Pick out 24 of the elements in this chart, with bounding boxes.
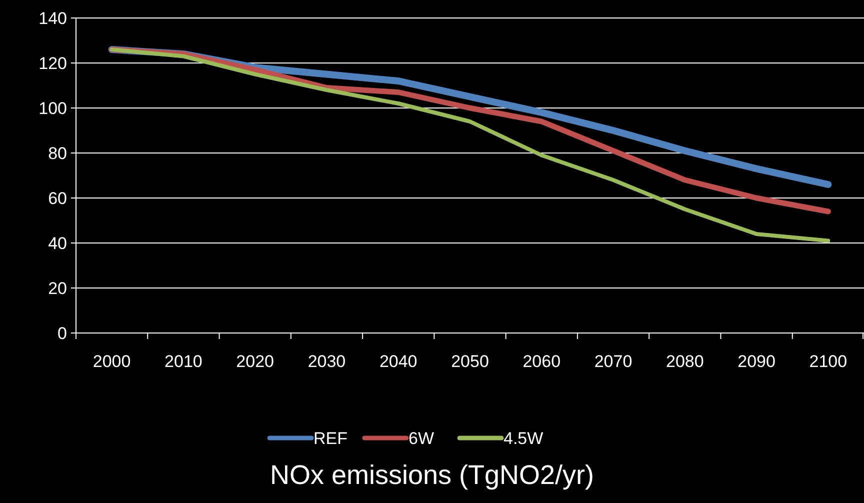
x-tick-label: 2010 xyxy=(164,352,202,371)
x-tick-label: 2020 xyxy=(236,352,274,371)
y-tick-label: 0 xyxy=(58,324,67,343)
x-axis-title: NOx emissions (TgNO2/yr) xyxy=(270,460,594,490)
y-tick-label: 100 xyxy=(38,98,67,118)
y-tick-label: 60 xyxy=(48,188,67,208)
x-tick-label: 2070 xyxy=(594,352,632,371)
y-tick-label: 120 xyxy=(38,54,67,73)
x-tick-label: 2100 xyxy=(809,352,848,371)
x-tick-label: 2080 xyxy=(666,352,704,371)
x-tick-label: 2040 xyxy=(379,352,418,371)
y-tick-label: 40 xyxy=(48,234,67,253)
legend-label: REF xyxy=(314,428,348,448)
legend-label: 4.5W xyxy=(504,428,544,448)
x-tick-label: 2000 xyxy=(92,352,131,371)
x-tick-label: 2090 xyxy=(738,352,776,371)
x-tick-label: 2030 xyxy=(308,352,346,371)
y-tick-label: 80 xyxy=(48,144,67,163)
line-series xyxy=(110,48,830,243)
y-tick-label: 140 xyxy=(38,8,67,28)
y-tick-label: 20 xyxy=(48,278,67,298)
x-tick-label: 2050 xyxy=(451,352,489,371)
x-tick-label: 2060 xyxy=(522,352,561,371)
legend-label: 6W xyxy=(408,428,434,448)
